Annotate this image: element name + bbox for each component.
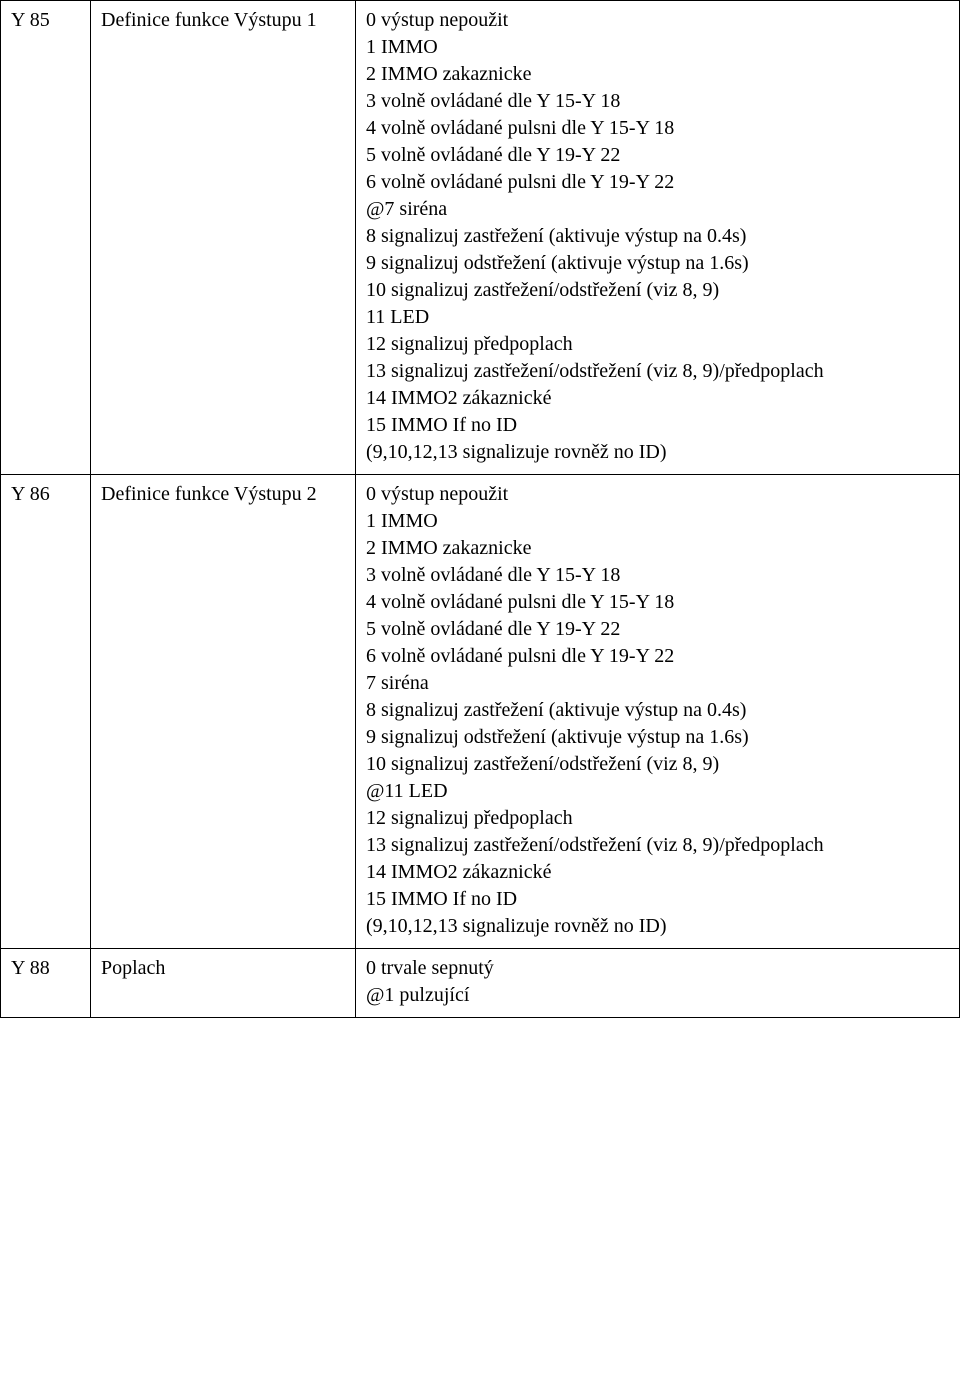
definition-table: Y 85 Definice funkce Výstupu 1 0 výstup … xyxy=(0,0,960,1018)
cell-code: Y 85 xyxy=(1,1,91,475)
cell-desc: 0 trvale sepnutý @1 pulzující xyxy=(356,949,960,1018)
cell-name: Definice funkce Výstupu 2 xyxy=(91,475,356,949)
cell-code: Y 88 xyxy=(1,949,91,1018)
cell-name: Definice funkce Výstupu 1 xyxy=(91,1,356,475)
cell-desc: 0 výstup nepoužit 1 IMMO 2 IMMO zakaznic… xyxy=(356,1,960,475)
cell-code: Y 86 xyxy=(1,475,91,949)
table-row: Y 85 Definice funkce Výstupu 1 0 výstup … xyxy=(1,1,960,475)
table-row: Y 88 Poplach 0 trvale sepnutý @1 pulzují… xyxy=(1,949,960,1018)
table-row: Y 86 Definice funkce Výstupu 2 0 výstup … xyxy=(1,475,960,949)
cell-desc: 0 výstup nepoužit 1 IMMO 2 IMMO zakaznic… xyxy=(356,475,960,949)
cell-name: Poplach xyxy=(91,949,356,1018)
